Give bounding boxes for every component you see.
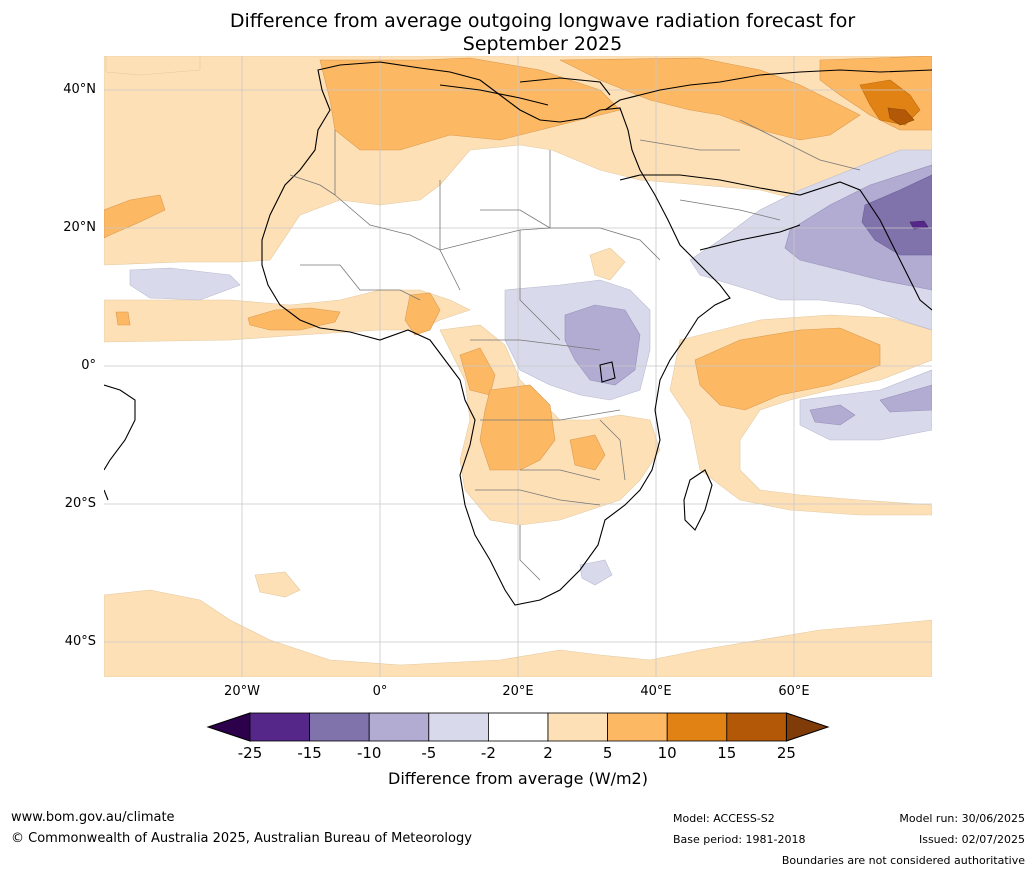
anomaly-minus15-to-minus10 bbox=[861, 174, 932, 256]
footer-disclaimer: Boundaries are not considered authoritat… bbox=[781, 854, 1025, 867]
colorbar-swatch-4 bbox=[428, 712, 489, 742]
colorbar-tick: 15 bbox=[717, 744, 737, 762]
footer-model-run: Model run: 30/06/2025 bbox=[899, 812, 1025, 825]
lat-label-20s: 20°S bbox=[64, 496, 96, 511]
colorbar-label: Difference from average (W/m2) bbox=[388, 769, 648, 788]
colorbar-swatch-1 bbox=[249, 712, 310, 742]
chart-title: Difference from average outgoing longwav… bbox=[0, 10, 1035, 56]
country-borders bbox=[289, 119, 861, 581]
colorbar-swatch-5 bbox=[487, 712, 549, 742]
colorbar-tick: 5 bbox=[602, 744, 613, 762]
colorbar-tick: 2 bbox=[543, 744, 553, 762]
footer-copyright: © Commonwealth of Australia 2025, Austra… bbox=[11, 831, 472, 846]
lat-label-20n: 20°N bbox=[63, 220, 96, 235]
footer-issued: Issued: 02/07/2025 bbox=[918, 833, 1025, 846]
lat-label-40n: 40°N bbox=[63, 82, 96, 97]
footer-website: www.bom.gov.au/climate bbox=[11, 810, 175, 825]
colorbar-arrow-high bbox=[785, 712, 830, 742]
colorbar-tick: 25 bbox=[776, 744, 796, 762]
colorbar-tick: 10 bbox=[657, 744, 677, 762]
colorbar-tick: -15 bbox=[297, 744, 322, 762]
lon-label-0: 0° bbox=[372, 684, 388, 699]
lon-label-60e: 60°E bbox=[778, 684, 810, 699]
lat-label-40s: 40°S bbox=[64, 634, 96, 649]
colorbar-arrow-low bbox=[206, 712, 251, 742]
map-plot-area bbox=[104, 56, 932, 677]
colorbar-swatch-8 bbox=[666, 712, 728, 742]
anomaly-minus25-to-minus15 bbox=[909, 220, 929, 230]
colorbar-swatch-9 bbox=[726, 712, 787, 742]
colorbar-swatch-7 bbox=[607, 712, 668, 742]
colorbar-swatch-2 bbox=[309, 712, 370, 742]
footer-base-period: Base period: 1981-2018 bbox=[673, 833, 806, 846]
colorbar-tick: -5 bbox=[421, 744, 437, 762]
anomaly-15-to-25 bbox=[887, 107, 915, 126]
colorbar-swatch-3 bbox=[368, 712, 430, 742]
footer-model: Model: ACCESS-S2 bbox=[673, 812, 775, 825]
lon-label-20w: 20°W bbox=[224, 684, 260, 699]
gridlines bbox=[104, 56, 932, 677]
colorbar-swatch-6 bbox=[547, 712, 608, 742]
colorbar-tick: -2 bbox=[480, 744, 496, 762]
lat-label-0: 0° bbox=[81, 358, 96, 373]
title-line-1: Difference from average outgoing longwav… bbox=[229, 10, 856, 32]
colorbar-tick: -25 bbox=[237, 744, 263, 762]
colorbar-tick: -10 bbox=[356, 744, 382, 762]
lon-label-40e: 40°E bbox=[640, 684, 672, 699]
lon-label-20e: 20°E bbox=[502, 684, 534, 699]
title-line-2: September 2025 bbox=[462, 33, 623, 55]
coastlines bbox=[104, 61, 932, 606]
